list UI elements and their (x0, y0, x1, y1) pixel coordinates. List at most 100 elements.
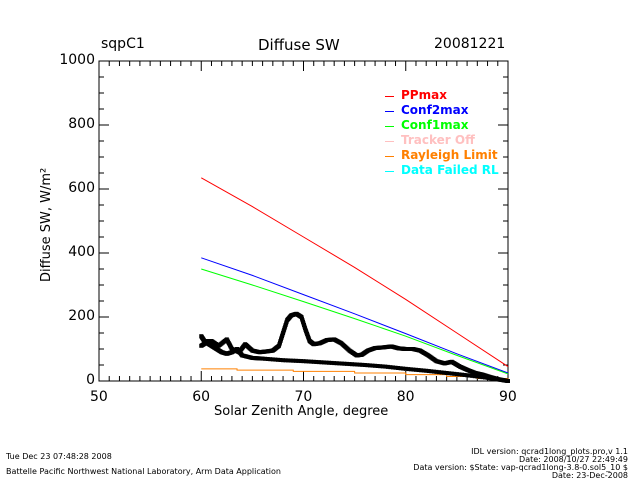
diffuse-sw-afternoon--point (401, 366, 406, 371)
y-tick-label: 400 (68, 244, 95, 260)
x-tick-label: 70 (294, 389, 313, 405)
legend-label: Conf1max (401, 118, 469, 132)
diffuse-sw-afternoon--point (286, 358, 291, 363)
diffuse-sw-afternoon--point (357, 362, 362, 367)
diffuse-sw-afternoon--point (293, 358, 298, 363)
diffuse-sw-afternoon--point (393, 365, 398, 370)
diffuse-sw-afternoon--point (434, 369, 439, 374)
diffuse-sw-afternoon--point (477, 374, 482, 379)
diffuse-sw-afternoon--point (342, 361, 347, 366)
diffuse-sw-afternoon--point (472, 374, 477, 379)
legend-swatch (385, 96, 394, 97)
diffuse-sw-afternoon--point (385, 364, 390, 369)
diffuse-sw-afternoon--point (429, 369, 434, 374)
diffuse-sw-afternoon--point (275, 357, 280, 362)
diffuse-sw-afternoon--point (373, 363, 378, 368)
diffuse-sw-afternoon--point (396, 366, 401, 370)
diffuse-sw-afternoon--point (344, 361, 349, 366)
diffuse-sw-afternoon--point (403, 366, 408, 371)
ppmax-line (201, 177, 509, 368)
diffuse-sw-afternoon--point (431, 369, 436, 374)
diffuse-sw-afternoon--point (311, 359, 316, 364)
diffuse-sw-afternoon--point (452, 371, 457, 376)
diffuse-sw-afternoon--point (413, 367, 418, 372)
diffuse-sw-afternoon--point (375, 364, 380, 368)
x-axis-label: Solar Zenith Angle, degree (214, 404, 389, 419)
diffuse-sw-afternoon--point (390, 365, 395, 370)
diffuse-sw-afternoon--point (306, 359, 311, 364)
y-axis-label-group: Diffuse SW, W/m² (39, 168, 54, 282)
footer-data-version: Data version: $State: vap-qcrad1long-3.8… (413, 463, 628, 472)
diffuse-sw-afternoon--point (467, 373, 472, 378)
legend-label: PPmax (401, 88, 447, 102)
diffuse-sw-afternoon--point (337, 361, 342, 366)
legend-label: Rayleigh Limit (401, 148, 498, 162)
diffuse-sw-afternoon--point (383, 364, 388, 369)
legend-swatch (385, 171, 394, 172)
diffuse-sw-afternoon--point (378, 364, 383, 369)
diffuse-sw-afternoon--point (298, 359, 303, 364)
diffuse-sw-afternoon--point (268, 357, 273, 362)
diffuse-sw-afternoon--point (352, 362, 357, 367)
conf1max-line (201, 268, 509, 375)
diffuse-sw-afternoon--point (339, 361, 344, 366)
y-tick-label: 600 (68, 180, 95, 196)
y-axis-label: Diffuse SW, W/m² (39, 168, 54, 282)
diffuse-sw-afternoon--point (273, 357, 278, 362)
diffuse-sw-afternoon--point (283, 358, 288, 363)
diffuse-sw-afternoon--point (480, 375, 485, 380)
diffuse-sw-afternoon--point (296, 358, 301, 363)
diffuse-sw-afternoon--point (442, 370, 447, 375)
diffuse-sw-afternoon--point (416, 368, 421, 373)
date-label: 20081221 (434, 36, 506, 52)
diffuse-sw-afternoon--point (398, 366, 403, 371)
diffuse-sw-afternoon--point (263, 356, 268, 361)
diffuse-sw-afternoon--point (270, 357, 275, 362)
diffuse-sw-afternoon--point (365, 363, 370, 368)
footer-idl-date: Date: 2008/10/27 22:49:49 (519, 455, 628, 464)
footer-idl-version: IDL version: qcrad1long_plots.pro,v 1.1 (471, 447, 628, 456)
diffuse-sw-afternoon--point (309, 359, 314, 364)
diffuse-sw-afternoon--point (260, 356, 265, 361)
diffuse-sw-afternoon--point (459, 372, 464, 377)
diffuse-sw-afternoon--point (470, 373, 475, 378)
diffuse-sw-afternoon--point (321, 360, 326, 365)
diffuse-sw-afternoon--point (281, 358, 286, 363)
series-group (199, 177, 510, 383)
x-tick-label: 80 (396, 389, 415, 405)
diffuse-sw-afternoon--point (462, 372, 467, 377)
diffuse-sw-afternoon--point (457, 372, 462, 377)
legend-swatch (385, 126, 394, 127)
diffuse-sw-afternoon--point (370, 363, 375, 368)
chart-title: Diffuse SW (258, 36, 340, 54)
diffuse-sw-afternoon--point (301, 359, 306, 364)
diffuse-sw-afternoon--point (444, 371, 449, 375)
x-tick-label: 90 (499, 389, 517, 405)
diffuse-sw-afternoon--point (347, 362, 352, 367)
diffuse-sw-afternoon--point (406, 367, 411, 372)
diffuse-sw-afternoon--point (360, 362, 365, 367)
footer-timestamp: Tue Dec 23 07:48:28 2008 (6, 452, 112, 461)
diffuse-sw-afternoon--point (324, 360, 329, 365)
y-tick-label: 0 (86, 372, 95, 388)
diffuse-sw-afternoon--point (327, 360, 332, 365)
diffuse-sw-afternoon--point (334, 361, 339, 366)
diffuse-sw-afternoon--point (332, 361, 337, 366)
diffuse-sw-afternoon--point (482, 375, 487, 380)
diffuse-sw-afternoon--point (475, 374, 480, 379)
diffuse-sw-afternoon--point (362, 363, 367, 367)
axis-ticks (98, 60, 509, 382)
diffuse-sw-afternoon--point (424, 368, 429, 373)
legend-swatch (385, 141, 394, 142)
diffuse-sw-afternoon--point (465, 373, 470, 378)
diffuse-sw-afternoon--point (265, 357, 270, 361)
diffuse-sw-afternoon--point (419, 368, 424, 373)
footer-data-date: Date: 23-Dec-2008 (551, 471, 628, 480)
diffuse-sw-afternoon--point (278, 358, 283, 362)
diffuse-sw-afternoon--point (426, 369, 431, 374)
legend-swatch (385, 156, 394, 157)
diffuse-sw-afternoon--point (408, 367, 413, 372)
diffuse-sw-afternoon--point (304, 359, 309, 364)
diffuse-sw-afternoon--point (291, 358, 296, 363)
